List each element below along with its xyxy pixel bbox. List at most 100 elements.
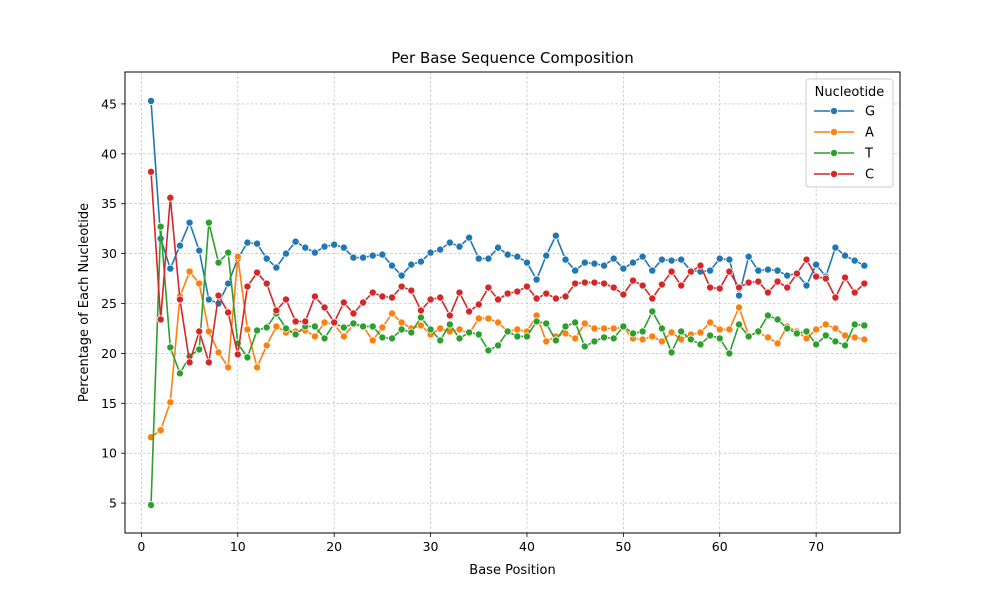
data-point-A <box>310 332 319 341</box>
data-point-C <box>407 286 416 295</box>
data-point-T <box>253 326 262 335</box>
series-C <box>147 167 869 367</box>
plot-frame <box>124 71 901 534</box>
data-point-A <box>841 331 850 340</box>
data-point-G <box>474 254 483 263</box>
data-point-C <box>821 274 830 283</box>
data-point-T <box>339 323 348 332</box>
data-point-T <box>214 258 223 267</box>
data-point-C <box>696 261 705 270</box>
data-point-G <box>407 260 416 269</box>
data-point-A <box>368 336 377 345</box>
legend-label-A: A <box>865 126 874 141</box>
data-point-T <box>262 323 271 332</box>
data-point-C <box>147 167 156 176</box>
data-point-G <box>513 252 522 261</box>
data-point-G <box>773 266 782 275</box>
y-tick-label: 20 <box>101 346 117 361</box>
legend-title: Nucleotide <box>815 85 885 100</box>
data-point-C <box>436 293 445 302</box>
data-point-C <box>291 317 300 326</box>
data-point-T <box>551 336 560 345</box>
data-point-G <box>503 250 512 259</box>
data-point-A <box>831 324 840 333</box>
data-point-C <box>657 280 666 289</box>
data-point-T <box>243 353 252 362</box>
data-point-G <box>841 251 850 260</box>
data-point-A <box>715 325 724 334</box>
chart-title: Per Base Sequence Composition <box>391 49 633 67</box>
data-point-G <box>571 266 580 275</box>
data-point-A <box>224 363 233 372</box>
data-point-T <box>763 311 772 320</box>
data-point-T <box>368 322 377 331</box>
data-point-G <box>349 253 358 262</box>
y-tick-label: 15 <box>101 396 117 411</box>
legend-item-C: C <box>814 168 874 183</box>
data-point-G <box>397 271 406 280</box>
data-point-G <box>426 248 435 257</box>
x-tick-label: 50 <box>615 539 631 554</box>
data-point-G <box>147 96 156 105</box>
data-point-G <box>281 249 290 258</box>
legend-label-G: G <box>865 105 875 120</box>
data-point-C <box>754 277 763 286</box>
data-point-A <box>272 322 281 331</box>
data-point-T <box>204 218 213 227</box>
data-point-C <box>349 309 358 318</box>
data-point-A <box>821 320 830 329</box>
data-point-G <box>465 233 474 242</box>
data-point-G <box>388 261 397 270</box>
data-point-C <box>860 279 869 288</box>
data-point-G <box>204 295 213 304</box>
data-point-A <box>667 328 676 337</box>
data-point-T <box>619 322 628 331</box>
data-point-T <box>310 322 319 331</box>
data-point-G <box>522 258 531 267</box>
data-point-A <box>214 348 223 357</box>
data-point-T <box>175 369 184 378</box>
data-point-T <box>783 324 792 333</box>
data-point-C <box>677 281 686 290</box>
data-point-T <box>397 325 406 334</box>
data-point-A <box>484 314 493 323</box>
data-point-A <box>850 333 859 342</box>
data-point-T <box>735 320 744 329</box>
data-point-T <box>378 333 387 342</box>
data-point-T <box>802 327 811 336</box>
data-point-T <box>494 341 503 350</box>
data-point-A <box>600 324 609 333</box>
data-point-A <box>571 334 580 343</box>
data-point-T <box>812 340 821 349</box>
data-point-G <box>715 254 724 263</box>
data-point-C <box>359 298 368 307</box>
data-point-C <box>590 278 599 287</box>
data-point-A <box>204 327 213 336</box>
data-point-G <box>638 252 647 261</box>
data-point-T <box>725 349 734 358</box>
data-point-T <box>638 327 647 336</box>
legend-marker-T <box>830 148 839 157</box>
data-point-T <box>677 327 686 336</box>
data-point-A <box>590 324 599 333</box>
data-point-C <box>715 284 724 293</box>
data-point-T <box>166 343 175 352</box>
data-point-T <box>349 319 358 328</box>
data-point-T <box>484 346 493 355</box>
data-point-C <box>686 267 695 276</box>
data-point-C <box>850 288 859 297</box>
data-point-G <box>368 251 377 260</box>
data-point-G <box>175 241 184 250</box>
x-tick-label: 0 <box>137 539 145 554</box>
legend-label-T: T <box>864 147 873 162</box>
data-point-A <box>378 323 387 332</box>
data-point-T <box>696 340 705 349</box>
data-point-A <box>185 267 194 276</box>
data-point-G <box>455 242 464 251</box>
data-point-G <box>561 255 570 264</box>
data-point-G <box>657 255 666 264</box>
data-point-C <box>561 292 570 301</box>
legend-item-G: G <box>814 105 875 120</box>
